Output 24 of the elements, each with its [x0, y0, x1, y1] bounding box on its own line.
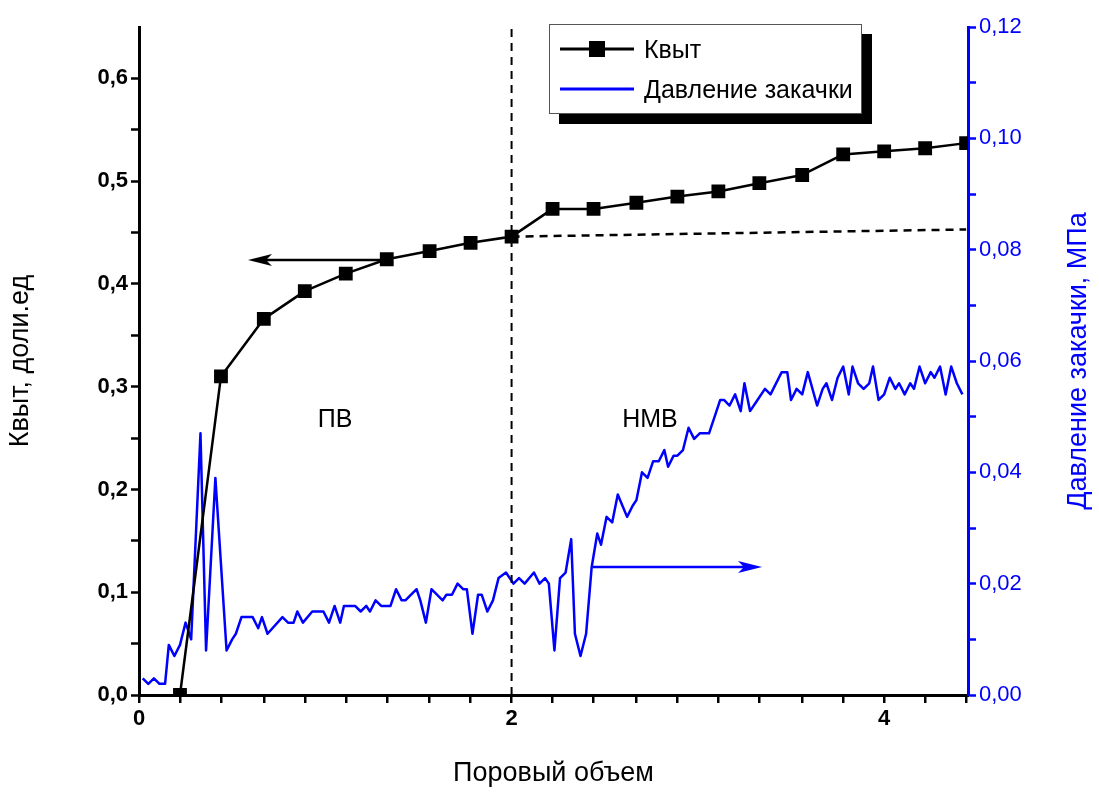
y2-tick-label: 0,06: [979, 347, 1022, 373]
y2-tick-label: 0,08: [979, 235, 1022, 261]
legend-label: Давление закачки: [644, 74, 853, 104]
legend-label: Квыт: [644, 34, 702, 64]
annotation: НМВ: [622, 403, 678, 432]
y2-tick-label: 0,10: [979, 124, 1022, 150]
y-tick-label: 0,6: [97, 64, 128, 90]
y2-tick-label: 0,04: [979, 458, 1022, 484]
y2-tick-label: 0,12: [979, 13, 1022, 39]
y-tick-label: 0,5: [97, 167, 128, 193]
y2-tick-label: 0,02: [979, 569, 1022, 595]
y2-axis-title: Давление закачки, МПа: [1062, 211, 1093, 510]
annotation: ПВ: [317, 403, 353, 432]
x-tick-label: 2: [505, 705, 518, 731]
y-tick-label: 0,2: [97, 475, 128, 501]
y-tick-label: 0,3: [97, 372, 128, 398]
y-tick-label: 0,4: [97, 269, 129, 295]
y-tick-label: 0,1: [97, 578, 128, 604]
y-tick-label: 0,0: [97, 681, 128, 707]
x-tick-label: 4: [878, 705, 892, 731]
x-axis-title: Поровый объем: [453, 757, 654, 788]
y-axis-title: Квыт, доли.ед: [3, 274, 34, 448]
y2-tick-label: 0,00: [979, 681, 1022, 707]
x-tick-label: 0: [132, 705, 146, 731]
